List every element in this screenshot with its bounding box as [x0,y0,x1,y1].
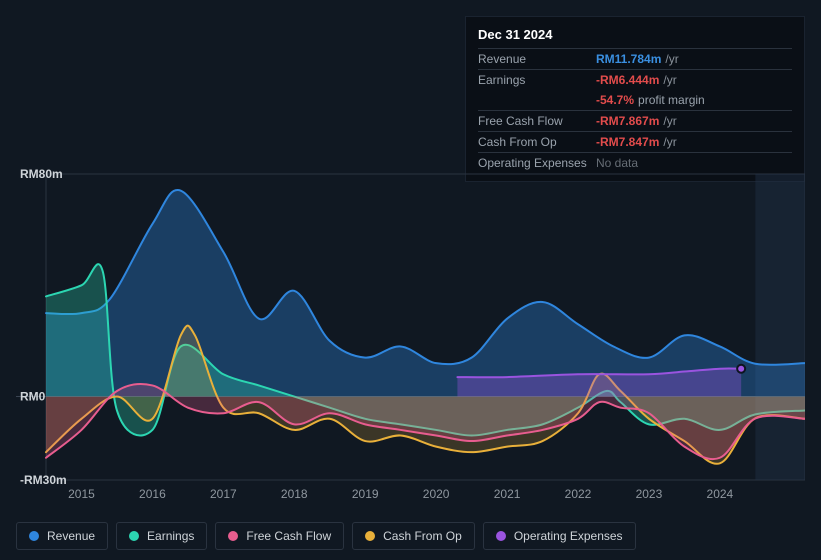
chart-container: RM80m RM0 -RM30m2015 2016 2017 2018 2019 2020 20… [16,160,805,546]
svg-text:2015: 2015 [68,487,95,501]
svg-text:2016: 2016 [139,487,166,501]
panel-row-value: -RM7.867m [596,114,659,128]
panel-row-label: Earnings [478,73,596,87]
panel-row-extra-value: -54.7% [596,93,634,107]
legend-item-fcf[interactable]: Free Cash Flow [215,522,344,550]
legend-item-revenue[interactable]: Revenue [16,522,108,550]
svg-text:2018: 2018 [281,487,308,501]
panel-row-label: Free Cash Flow [478,114,596,128]
legend-swatch [228,531,238,541]
legend-swatch [29,531,39,541]
panel-row: Earnings-RM6.444m/yr [478,69,792,90]
svg-text:2021: 2021 [494,487,521,501]
legend-label: Free Cash Flow [246,529,331,543]
legend-label: Cash From Op [383,529,462,543]
legend-label: Earnings [147,529,194,543]
legend-swatch [496,531,506,541]
panel-date: Dec 31 2024 [478,27,792,42]
svg-text:2019: 2019 [352,487,379,501]
financial-chart: RM80m RM0 -RM30m2015 2016 2017 2018 2019 2020 20… [16,160,805,546]
panel-row-value: RM11.784m [596,52,661,66]
panel-row-extra-text: profit margin [638,93,705,107]
svg-text:2022: 2022 [565,487,592,501]
legend-item-earnings[interactable]: Earnings [116,522,207,550]
panel-row: Free Cash Flow-RM7.867m/yr [478,110,792,131]
endpoint-marker [737,365,745,373]
svg-text:2024: 2024 [707,487,734,501]
legend-label: Operating Expenses [514,529,623,543]
legend-item-opex[interactable]: Operating Expenses [483,522,636,550]
legend-swatch [129,531,139,541]
svg-text:2023: 2023 [636,487,663,501]
legend-item-cfo[interactable]: Cash From Op [352,522,475,550]
panel-row: Cash From Op-RM7.847m/yr [478,131,792,152]
data-panel: Dec 31 2024 RevenueRM11.784m/yrEarnings-… [465,16,805,182]
panel-row-unit: /yr [663,73,676,87]
panel-row-extra: -54.7% profit margin [478,90,792,110]
panel-row-unit: /yr [665,52,678,66]
svg-text:-RM30m: -RM30m [20,473,67,487]
panel-row-unit: /yr [663,135,676,149]
series-area-revenue [46,190,805,397]
projection-band [755,174,805,480]
svg-text:RM80m: RM80m [20,167,63,181]
svg-text:RM0: RM0 [20,390,46,404]
svg-text:2020: 2020 [423,487,450,501]
panel-row-value: -RM6.444m [596,73,659,87]
chart-legend: Revenue Earnings Free Cash Flow Cash From O… [16,522,636,550]
panel-row: RevenueRM11.784m/yr [478,48,792,69]
legend-label: Revenue [47,529,95,543]
panel-row-unit: /yr [663,114,676,128]
legend-swatch [365,531,375,541]
svg-text:2017: 2017 [210,487,237,501]
panel-row-label: Cash From Op [478,135,596,149]
panel-row-label: Revenue [478,52,596,66]
panel-row-value: -RM7.847m [596,135,659,149]
